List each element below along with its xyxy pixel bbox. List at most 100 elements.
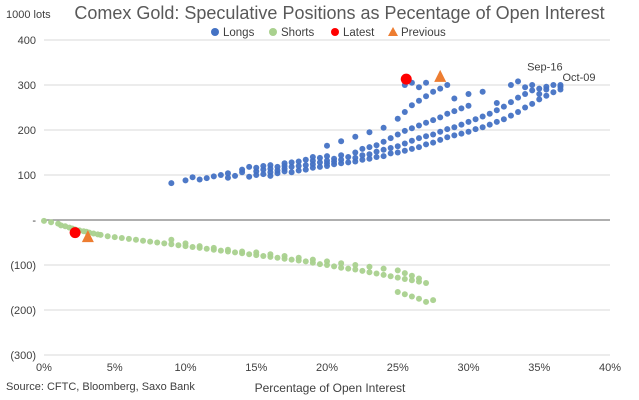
shorts-point: [302, 258, 309, 265]
longs-point: [168, 180, 175, 187]
longs-point: [444, 110, 451, 117]
longs-point: [437, 114, 444, 121]
shorts-point: [246, 251, 253, 258]
legend-item-longs: Longs: [211, 27, 255, 39]
longs-point: [515, 78, 522, 85]
legend-marker-latest: [331, 28, 339, 36]
longs-point: [550, 82, 557, 88]
shorts-point: [161, 240, 168, 247]
longs-point: [401, 109, 408, 115]
longs-point: [366, 151, 373, 158]
longs-point: [394, 143, 401, 150]
data-points: [41, 69, 564, 305]
legend-label-latest: Latest: [343, 27, 375, 39]
shorts-point: [41, 217, 47, 224]
longs-point: [316, 163, 323, 170]
longs-point: [331, 155, 338, 162]
longs-point: [423, 133, 430, 140]
shorts-point: [423, 280, 430, 286]
legend-item-latest: Latest: [331, 27, 375, 39]
longs-point: [345, 154, 352, 160]
shorts-point: [345, 265, 352, 272]
longs-point: [451, 132, 458, 139]
longs-point: [359, 152, 366, 159]
x-tick-label: 30%: [457, 362, 479, 374]
longs-point: [415, 122, 422, 129]
longs-point: [529, 87, 536, 94]
shorts-point: [168, 241, 175, 248]
shorts-point: [253, 249, 260, 256]
legend-label-previous: Previous: [401, 27, 446, 39]
longs-point: [210, 173, 217, 180]
longs-point: [401, 127, 408, 134]
longs-point: [359, 156, 366, 163]
longs-point: [288, 163, 295, 170]
longs-point: [352, 133, 359, 140]
longs-point: [316, 159, 323, 166]
shorts-point: [154, 239, 161, 246]
longs-point: [500, 116, 507, 123]
longs-point: [493, 118, 500, 125]
shorts-point: [394, 289, 401, 295]
longs-point: [408, 125, 415, 132]
shorts-point: [408, 277, 415, 284]
longs-point: [224, 170, 231, 177]
x-tick-label: 0%: [36, 362, 52, 374]
longs-point: [203, 175, 210, 182]
longs-point: [515, 94, 522, 101]
shorts-point: [111, 234, 118, 241]
longs-point: [493, 107, 500, 114]
longs-point: [458, 105, 465, 112]
shorts-point: [125, 235, 132, 242]
series-shorts: [41, 217, 437, 305]
legend-marker-previous: [388, 27, 398, 36]
y-tick-label: 300: [18, 80, 36, 92]
longs-point: [415, 135, 422, 142]
longs-point: [451, 124, 458, 131]
legend-label-shorts: Shorts: [281, 27, 314, 39]
x-tick-label: 25%: [387, 362, 409, 374]
shorts-point: [118, 235, 125, 241]
longs-point: [253, 164, 260, 171]
shorts-point: [380, 271, 387, 278]
longs-point: [408, 137, 415, 144]
latest-point: [400, 73, 412, 85]
longs-point: [522, 91, 529, 97]
source-label: Source: CFTC, Bloomberg, Saxo Bank: [6, 381, 195, 393]
longs-point: [246, 173, 253, 180]
longs-point: [408, 102, 415, 109]
longs-point: [543, 92, 550, 99]
legend-label-longs: Longs: [223, 27, 255, 39]
longs-point: [394, 131, 401, 138]
longs-point: [515, 109, 522, 115]
longs-point: [274, 163, 281, 170]
longs-point: [430, 117, 437, 124]
longs-point: [246, 163, 253, 170]
longs-point: [507, 82, 514, 88]
shorts-point: [352, 266, 359, 273]
shorts-point: [423, 298, 430, 305]
longs-point: [408, 145, 415, 152]
longs-point: [182, 177, 189, 184]
longs-point: [380, 153, 387, 160]
shorts-point: [175, 242, 182, 249]
longs-point: [472, 116, 479, 123]
longs-point: [479, 88, 486, 95]
legend-item-previous: Previous: [388, 27, 446, 39]
shorts-point: [366, 263, 373, 270]
shorts-point: [316, 261, 323, 268]
longs-point: [302, 166, 309, 173]
longs-point: [423, 79, 430, 86]
shorts-point: [338, 264, 345, 271]
longs-point: [352, 149, 359, 156]
longs-point: [387, 135, 394, 142]
longs-point: [281, 160, 288, 167]
longs-point: [295, 158, 302, 165]
longs-point: [430, 139, 437, 146]
shorts-point: [324, 258, 330, 265]
shorts-point: [359, 267, 366, 274]
shorts-point: [168, 236, 175, 243]
longs-point: [380, 146, 387, 153]
longs-point: [415, 97, 422, 104]
